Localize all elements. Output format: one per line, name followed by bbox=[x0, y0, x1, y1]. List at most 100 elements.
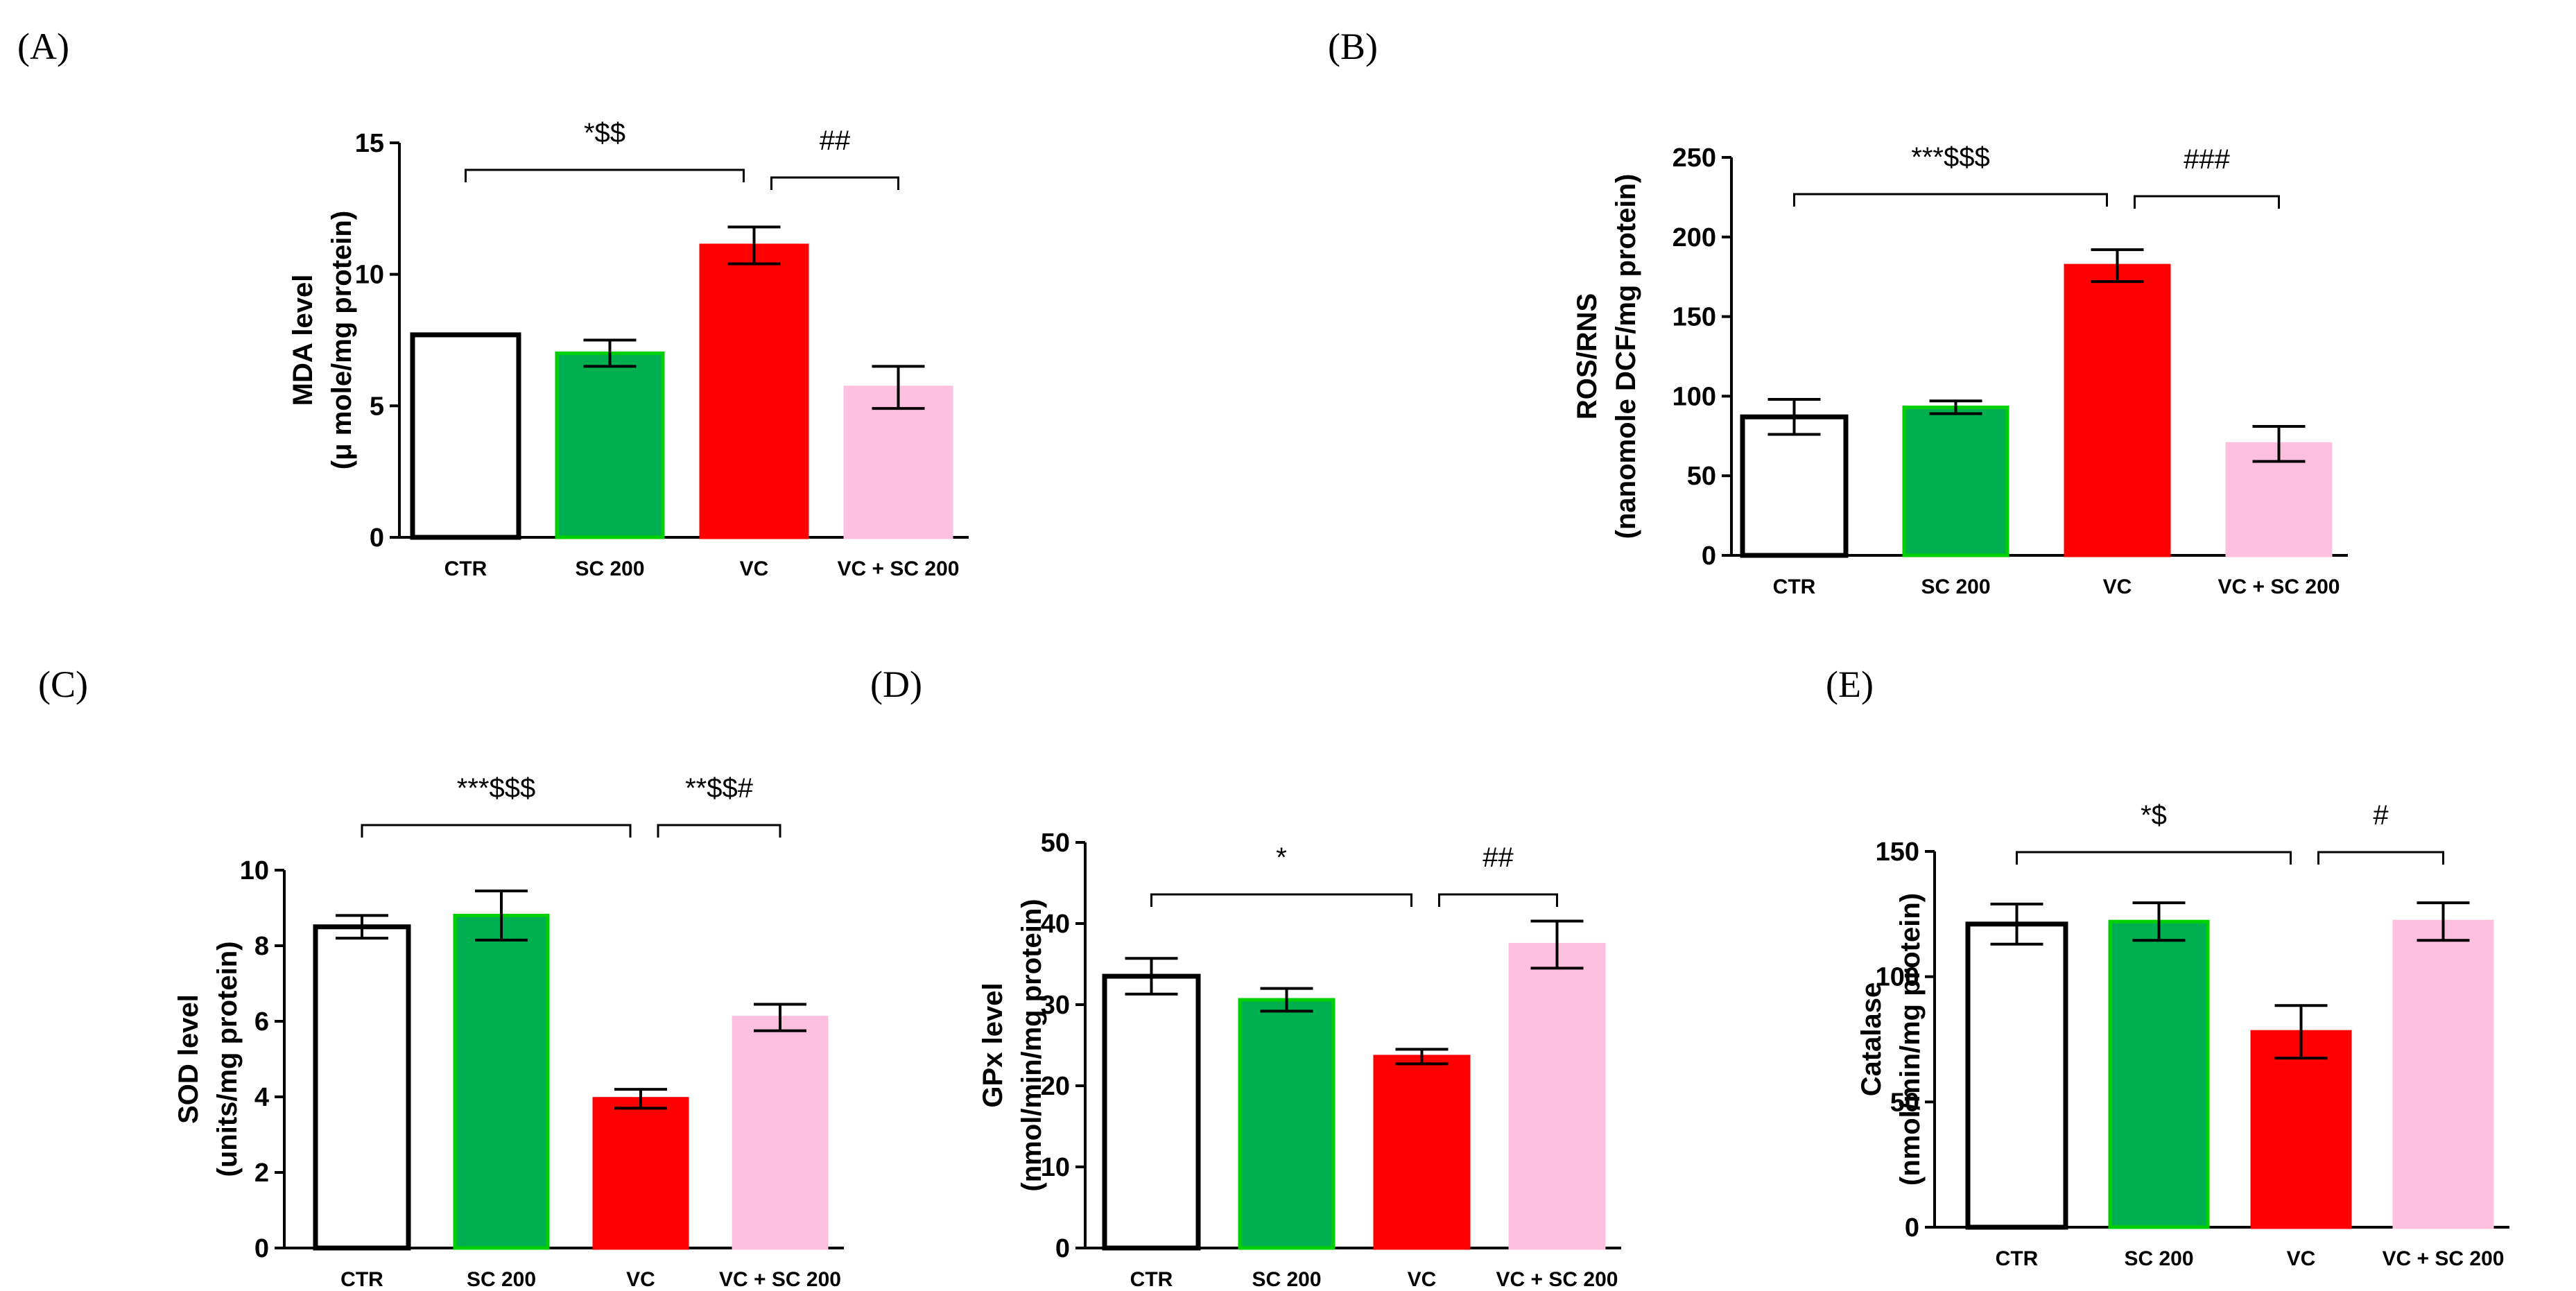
significance-label: * bbox=[1276, 842, 1287, 873]
chart-panel-b: (B) 0 50 100 150 200 250 ROS/RNS (nanomole DCF/m… bbox=[1328, 26, 2348, 598]
x-tick-label: SC 200 bbox=[467, 1268, 536, 1291]
y-tick-label: 30 bbox=[1041, 991, 1070, 1020]
y-tick-label: 0 bbox=[370, 523, 384, 553]
y-tick-label: 5 bbox=[370, 392, 384, 421]
x-tick-label: VC bbox=[1408, 1268, 1437, 1291]
x-tick-label: VC + SC 200 bbox=[2218, 575, 2340, 598]
bar-vc-sc-200 bbox=[1508, 942, 1606, 1250]
bar-ctr bbox=[1102, 973, 1201, 1251]
bar-ctr bbox=[1965, 921, 2068, 1230]
y-axis-label: (nmol/min/mg protein) bbox=[1017, 899, 1047, 1191]
bar-sc-200 bbox=[2108, 919, 2210, 1229]
bar-sc-200 bbox=[1238, 998, 1335, 1250]
significance-bracket bbox=[465, 168, 745, 182]
significance-bracket bbox=[2317, 851, 2444, 865]
panel-label: (A) bbox=[17, 26, 69, 67]
x-tick-label: VC + SC 200 bbox=[2383, 1247, 2505, 1270]
y-tick-label: 20 bbox=[1041, 1072, 1070, 1101]
y-tick-label: 10 bbox=[240, 856, 269, 885]
bar-ctr bbox=[1740, 414, 1849, 558]
y-axis-label: Catalase bbox=[1856, 982, 1887, 1097]
y-tick-label: 0 bbox=[254, 1234, 269, 1263]
x-tick-label: VC + SC 200 bbox=[1496, 1268, 1618, 1291]
x-tick-label: VC + SC 200 bbox=[719, 1268, 841, 1291]
y-axis-label: (nanomole DCF/mg protein) bbox=[1611, 174, 1641, 539]
chart-panel-d: (D) 0 10 20 30 40 50 GPx level (nmol/min/mg prot… bbox=[870, 664, 1621, 1291]
chart-panel-a: (A) 0 5 10 15 MDA level (μ mole/mg protein) CTR… bbox=[17, 26, 969, 580]
x-tick-label: SC 200 bbox=[1252, 1268, 1321, 1291]
bar-sc-200 bbox=[453, 913, 550, 1250]
bar-vc-sc-200 bbox=[843, 385, 953, 539]
y-tick-label: 100 bbox=[1876, 963, 1919, 992]
bar-vc bbox=[699, 243, 809, 539]
x-tick-label: VC bbox=[2103, 575, 2132, 598]
significance-label: *$$ bbox=[584, 118, 625, 148]
bar-sc-200 bbox=[555, 351, 665, 539]
significance-label: ***$$$ bbox=[1911, 142, 1989, 173]
x-tick-label: CTR bbox=[1130, 1268, 1173, 1291]
y-tick-label: 2 bbox=[254, 1159, 269, 1188]
x-tick-label: VC bbox=[740, 557, 769, 580]
y-tick-label: 4 bbox=[254, 1083, 269, 1112]
x-tick-label: SC 200 bbox=[575, 557, 644, 580]
chart-panel-e: (E) 0 50 100 150 Catalase (nmol/min/mg protein… bbox=[1826, 664, 2509, 1270]
significance-bracket bbox=[1150, 893, 1412, 907]
y-tick-label: 10 bbox=[355, 261, 384, 290]
bar-vc bbox=[2064, 263, 2171, 557]
y-tick-label: 150 bbox=[1876, 838, 1919, 867]
panel-label: (C) bbox=[38, 664, 88, 705]
significance-label: ## bbox=[820, 125, 851, 156]
y-tick-label: 6 bbox=[254, 1007, 269, 1037]
significance-label: ### bbox=[2184, 144, 2230, 175]
significance-bracket bbox=[2134, 195, 2280, 209]
bar-vc bbox=[1373, 1055, 1471, 1250]
y-tick-label: 8 bbox=[254, 932, 269, 961]
x-tick-label: VC + SC 200 bbox=[838, 557, 960, 580]
significance-label: ***$$$ bbox=[457, 773, 535, 804]
significance-bracket bbox=[1438, 893, 1558, 907]
significance-label: ## bbox=[1483, 842, 1514, 873]
y-tick-label: 0 bbox=[1055, 1234, 1070, 1263]
y-axis-label: MDA level bbox=[288, 275, 318, 406]
significance-label: *$ bbox=[2141, 800, 2167, 831]
y-tick-label: 50 bbox=[1687, 462, 1716, 491]
y-tick-label: 15 bbox=[355, 129, 384, 158]
x-tick-label: CTR bbox=[1773, 575, 1816, 598]
y-tick-label: 200 bbox=[1672, 223, 1716, 252]
y-tick-label: 50 bbox=[1041, 829, 1070, 858]
bar-vc bbox=[2250, 1030, 2352, 1229]
y-tick-label: 40 bbox=[1041, 910, 1070, 939]
significance-bracket bbox=[770, 176, 899, 190]
x-tick-label: CTR bbox=[340, 1268, 383, 1291]
significance-bracket bbox=[1793, 193, 2108, 207]
y-axis-label: SOD level bbox=[173, 994, 204, 1124]
y-axis-label: ROS/RNS bbox=[1572, 293, 1602, 419]
bar-sc-200 bbox=[1902, 405, 2009, 557]
bar-vc-sc-200 bbox=[732, 1016, 829, 1250]
y-tick-label: 10 bbox=[1041, 1153, 1070, 1182]
x-tick-label: SC 200 bbox=[2124, 1247, 2193, 1270]
y-tick-label: 0 bbox=[1702, 541, 1716, 571]
panel-label: (E) bbox=[1826, 664, 1874, 705]
significance-label: **$$# bbox=[685, 773, 754, 804]
x-tick-label: SC 200 bbox=[1921, 575, 1990, 598]
bar-ctr bbox=[410, 332, 521, 540]
y-axis-label: (nmol/min/mg protein) bbox=[1895, 893, 1926, 1186]
x-tick-label: CTR bbox=[1996, 1247, 2039, 1270]
panel-label: (B) bbox=[1328, 26, 1378, 67]
y-tick-label: 50 bbox=[1890, 1088, 1919, 1117]
x-tick-label: VC bbox=[626, 1268, 655, 1291]
chart-panel-c: (C) 0 2 4 6 8 10 SOD level (units/mg protein) CTR… bbox=[38, 664, 844, 1291]
y-axis-label: (units/mg protein) bbox=[212, 942, 243, 1177]
x-tick-label: VC bbox=[2287, 1247, 2316, 1270]
y-axis-label: (μ mole/mg protein) bbox=[327, 211, 357, 469]
y-tick-label: 0 bbox=[1905, 1213, 1919, 1242]
significance-bracket bbox=[361, 824, 632, 838]
y-tick-label: 150 bbox=[1672, 303, 1716, 332]
x-tick-label: CTR bbox=[444, 557, 487, 580]
bar-vc bbox=[592, 1097, 689, 1250]
panel-label: (D) bbox=[870, 664, 922, 705]
significance-label: # bbox=[2373, 800, 2389, 831]
bar-vc-sc-200 bbox=[2392, 919, 2494, 1229]
